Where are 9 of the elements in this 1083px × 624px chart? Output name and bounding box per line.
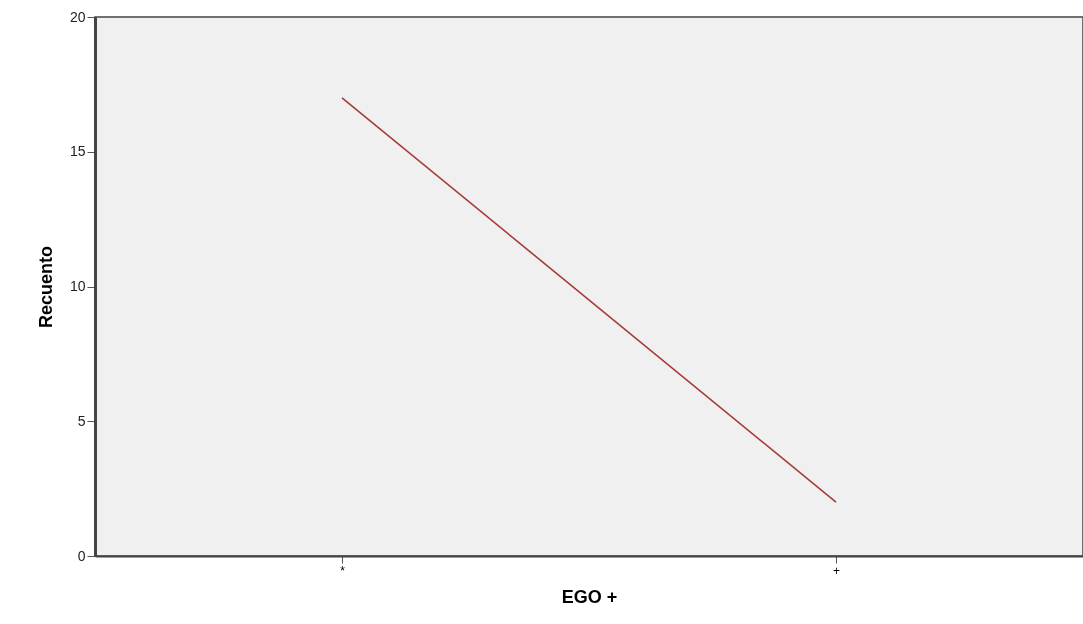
y-axis-title: Recuento <box>35 245 56 329</box>
x-axis-title: EGO + <box>561 586 618 607</box>
y-tick-label: 0 <box>77 547 86 564</box>
x-tick-label: + <box>832 563 841 578</box>
y-tick-label: 20 <box>69 8 86 25</box>
y-tick-label: 5 <box>77 412 86 429</box>
y-tick-label: 10 <box>69 278 86 294</box>
x-tick-label: * <box>340 563 346 578</box>
y-tick-label: 15 <box>69 143 86 160</box>
